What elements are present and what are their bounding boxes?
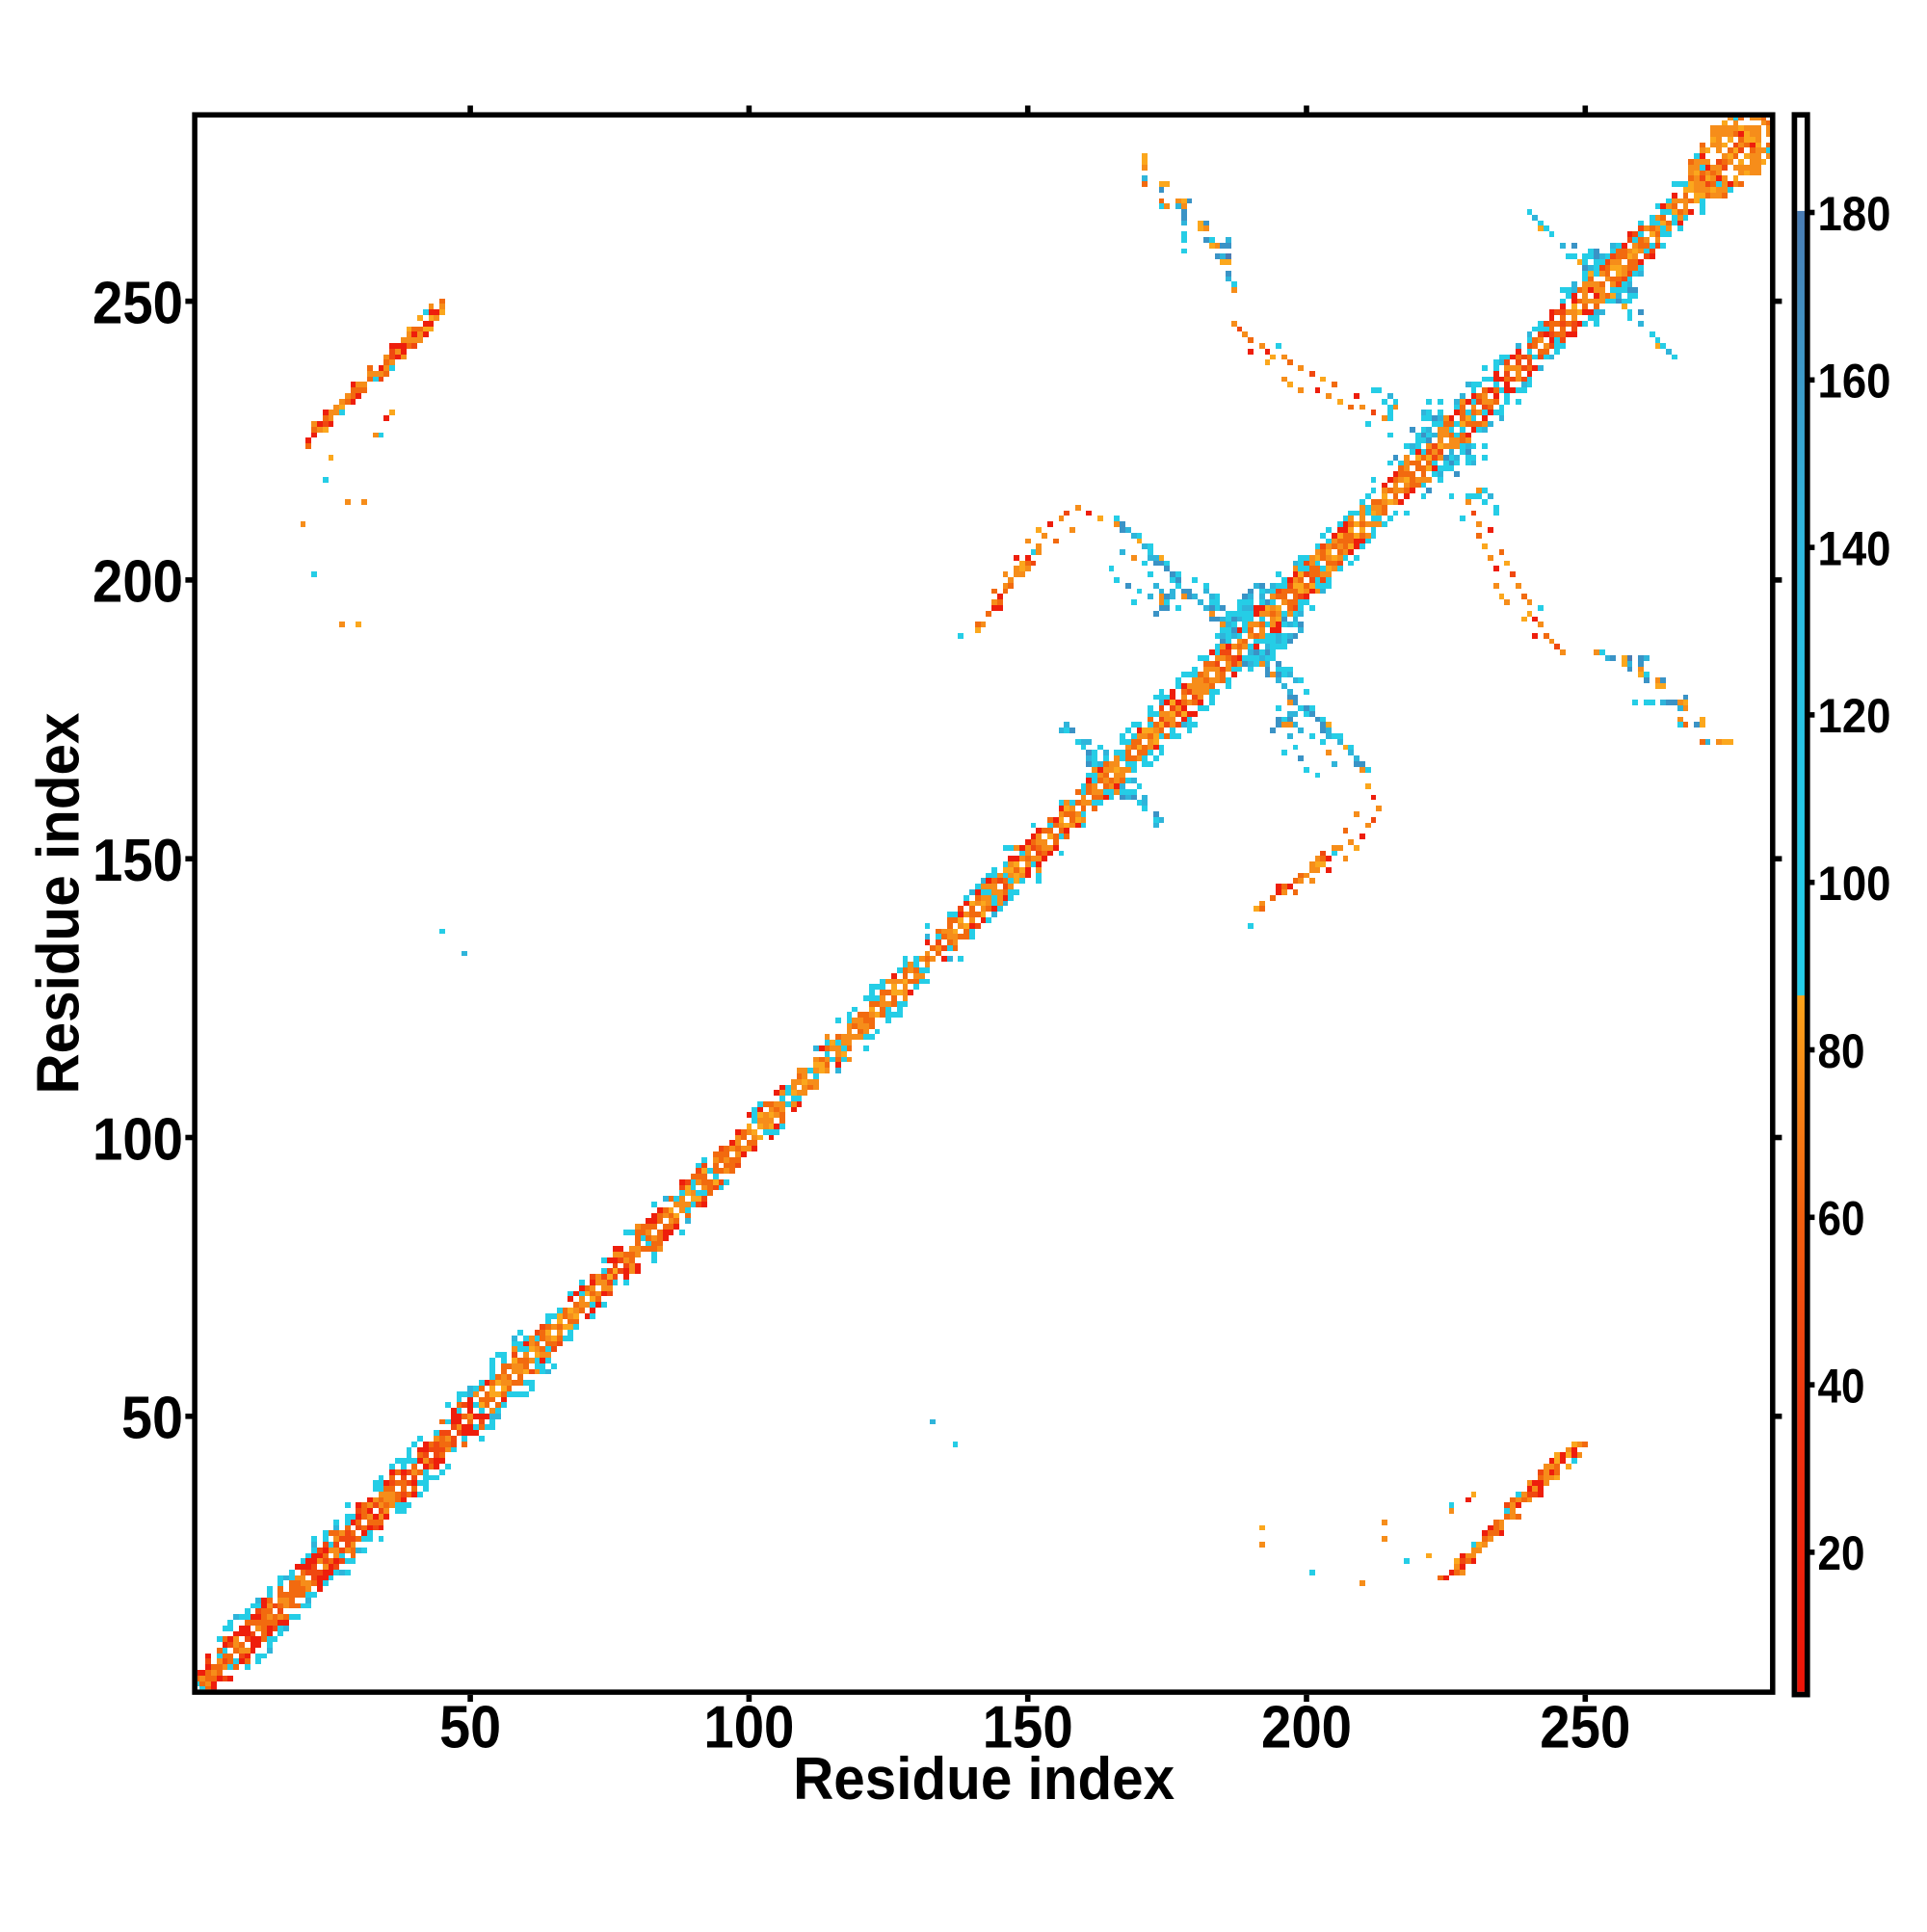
svg-text:180: 180 xyxy=(1818,187,1891,241)
svg-text:200: 200 xyxy=(1261,1693,1352,1760)
svg-text:200: 200 xyxy=(92,548,183,616)
svg-text:Residue index: Residue index xyxy=(26,712,92,1094)
svg-text:50: 50 xyxy=(439,1693,501,1760)
svg-text:100: 100 xyxy=(92,1105,183,1173)
svg-text:140: 140 xyxy=(1818,521,1891,575)
svg-text:50: 50 xyxy=(121,1385,183,1452)
svg-text:20: 20 xyxy=(1818,1526,1865,1580)
svg-text:250: 250 xyxy=(1540,1693,1630,1760)
svg-text:Residue index: Residue index xyxy=(793,1746,1175,1813)
svg-text:100: 100 xyxy=(1818,857,1891,911)
svg-text:160: 160 xyxy=(1818,355,1891,409)
svg-text:150: 150 xyxy=(983,1693,1073,1760)
svg-text:100: 100 xyxy=(703,1693,794,1760)
svg-text:60: 60 xyxy=(1818,1192,1865,1246)
svg-text:40: 40 xyxy=(1818,1359,1865,1413)
svg-text:250: 250 xyxy=(92,269,183,336)
svg-text:120: 120 xyxy=(1818,689,1891,743)
svg-text:150: 150 xyxy=(92,827,183,894)
svg-text:80: 80 xyxy=(1818,1024,1865,1078)
